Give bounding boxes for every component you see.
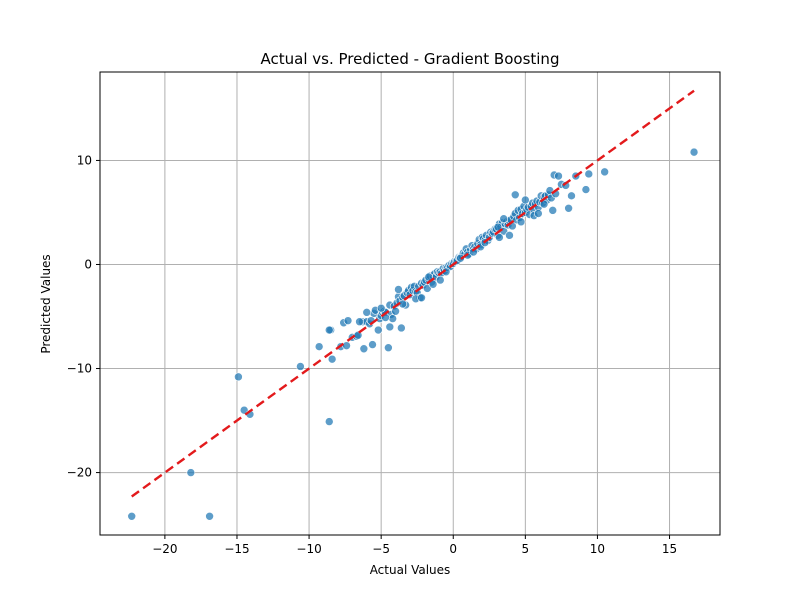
scatter-point: [505, 231, 514, 240]
scatter-point: [359, 344, 369, 354]
scatter-point: [499, 214, 509, 224]
scatter-point: [373, 325, 383, 335]
scatter-point: [391, 307, 400, 316]
scatter-point: [435, 275, 445, 285]
plot-frame: [99, 71, 721, 536]
scatter-point: [234, 372, 243, 382]
grid: [100, 72, 720, 535]
scatter-point: [534, 209, 543, 218]
scatter-point: [510, 190, 520, 200]
x-tick-label: −5: [372, 542, 390, 556]
x-axis-label: Actual Values: [370, 563, 451, 577]
y-tick-label: 0: [84, 257, 92, 271]
scatter-point: [564, 203, 573, 213]
x-tick-label: 10: [590, 542, 605, 556]
scatter-point: [581, 185, 591, 194]
scatter-point: [394, 285, 403, 294]
x-tick-label: −10: [296, 542, 321, 556]
y-tick-label: −20: [67, 466, 92, 480]
scatter-point: [397, 323, 406, 333]
scatter-point: [469, 247, 478, 257]
scatter-point: [343, 316, 353, 325]
scatter-point: [548, 206, 558, 215]
scatter-point: [368, 340, 377, 349]
scatter-point: [584, 169, 594, 179]
scatter-point: [689, 147, 699, 157]
x-tick-label: 15: [662, 542, 677, 556]
scatter-point: [417, 293, 426, 303]
scatter-point: [600, 167, 609, 177]
scatter-point: [384, 343, 393, 353]
y-tick-label: −10: [67, 362, 92, 376]
scatter-point: [127, 511, 137, 521]
scatter-point: [388, 314, 397, 323]
scatter-point: [376, 303, 386, 313]
x-tick-label: 0: [449, 542, 457, 556]
chart-title: Actual vs. Predicted - Gradient Boosting: [261, 50, 560, 68]
scatter-points: [127, 89, 699, 521]
scatter-point: [239, 405, 249, 415]
scatter-point: [521, 195, 530, 205]
x-tick-label: −20: [152, 542, 177, 556]
scatter-point: [324, 325, 334, 335]
scatter-point: [567, 191, 576, 201]
scatter-point: [362, 308, 372, 317]
scatter-point: [186, 468, 196, 477]
scatter-point: [554, 171, 563, 181]
x-tick-label: −15: [224, 542, 249, 556]
scatter-point: [327, 354, 337, 364]
reference-line: [131, 89, 695, 498]
x-axis: −20 −15 −10 −5 0 5 10 15: [152, 535, 677, 556]
scatter-point: [314, 342, 324, 351]
x-tick-label: 5: [522, 542, 530, 556]
scatter-point: [342, 341, 351, 350]
scatter-point: [205, 511, 214, 521]
y-axis: −20 −10 0 10: [67, 153, 100, 480]
y-tick-label: 10: [77, 153, 92, 167]
y-axis-label: Predicted Values: [39, 254, 53, 353]
scatter-point: [423, 284, 432, 293]
scatter-point: [324, 417, 334, 426]
scatter-point: [516, 217, 526, 227]
scatter-point: [296, 362, 305, 371]
scatter-point: [385, 322, 395, 332]
scatter-point: [355, 317, 364, 327]
scatter-point: [495, 233, 504, 242]
